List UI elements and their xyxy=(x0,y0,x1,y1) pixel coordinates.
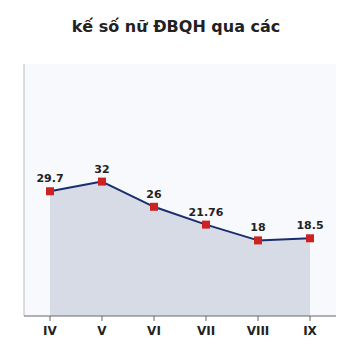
x-tick xyxy=(206,316,207,321)
data-label: 32 xyxy=(94,163,109,176)
x-tick xyxy=(154,316,155,321)
marker xyxy=(46,187,54,195)
data-label: 29.7 xyxy=(36,172,63,185)
y-axis-line xyxy=(24,64,25,316)
x-tick-label: VI xyxy=(147,324,161,338)
marker xyxy=(98,178,106,186)
data-label: 18 xyxy=(250,221,265,234)
x-axis-line xyxy=(24,316,336,317)
x-tick-label: VIII xyxy=(247,324,270,338)
data-label: 21.76 xyxy=(189,206,224,219)
line xyxy=(50,182,310,241)
x-tick xyxy=(258,316,259,321)
data-label: 18.5 xyxy=(296,219,323,232)
x-tick xyxy=(102,316,103,321)
x-tick xyxy=(50,316,51,321)
x-tick-label: VII xyxy=(197,324,215,338)
x-tick-label: V xyxy=(97,324,107,338)
data-label: 26 xyxy=(146,188,162,201)
plot-background xyxy=(24,64,336,316)
marker xyxy=(202,221,210,229)
chart: kế số nữ ĐBQH qua các 29.7 32 26 21.76 18 18.5… xyxy=(0,0,352,352)
chart-container: kế số nữ ĐBQH qua các 29.7 32 26 21.76 18 18.5… xyxy=(0,0,352,352)
marker xyxy=(150,203,158,211)
x-tick-label: IV xyxy=(43,324,57,338)
title: kế số nữ ĐBQH qua các xyxy=(72,17,281,36)
x-tick xyxy=(310,316,311,321)
x-tick-label: IX xyxy=(303,324,317,338)
marker xyxy=(254,236,262,244)
area xyxy=(50,182,310,316)
data-group xyxy=(46,178,314,316)
marker xyxy=(306,234,314,242)
